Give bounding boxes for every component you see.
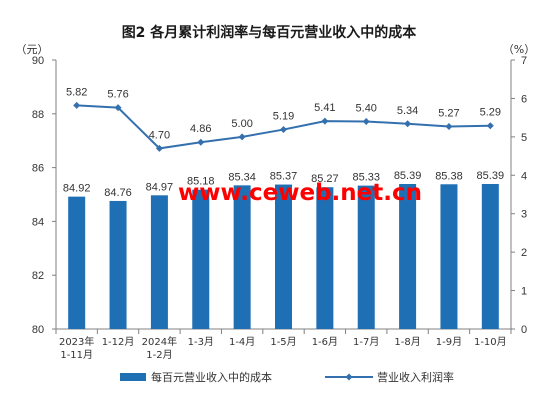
x-tick-label: 1-2月 [146, 349, 172, 361]
bar [233, 185, 251, 329]
left-axis-unit: （元） [16, 43, 49, 56]
x-tick-label: 1-12月 [102, 336, 135, 348]
legend: 每百元营业收入中的成本 营业收入利润率 [120, 370, 454, 384]
left-tick-label: 88 [32, 109, 44, 121]
line-point [445, 122, 453, 130]
bar-data-labels: 84.92 84.76 84.97 85.18 85.34 85.37 85.27 85.33… [63, 170, 504, 199]
chart-title: 图2 各月累计利润率与每百元营业收入中的成本 [122, 24, 418, 41]
bar-data-label: 85.39 [394, 170, 422, 182]
line-data-label: 5.27 [438, 107, 459, 119]
bar [440, 184, 458, 329]
bar-data-label: 85.33 [352, 172, 380, 184]
right-tick-label: 1 [521, 286, 527, 298]
bar-data-label: 85.38 [435, 170, 463, 182]
x-tick-label: 1-3月 [188, 336, 214, 348]
left-tick-label: 90 [32, 55, 44, 67]
bar-data-label: 84.76 [104, 187, 132, 199]
bar [275, 184, 292, 329]
right-tick-label: 6 [521, 93, 527, 105]
legend-bar-swatch [120, 373, 146, 381]
line-data-label: 5.00 [231, 118, 252, 130]
bar [316, 187, 334, 329]
line-point [321, 117, 329, 125]
x-tick-label: 1-6月 [312, 336, 338, 348]
right-axis-ticks: 0 1 2 3 4 5 6 7 [511, 55, 527, 336]
line-data-label: 5.40 [356, 102, 377, 114]
right-tick-label: 5 [521, 132, 527, 144]
legend-line-label: 营业收入利润率 [377, 370, 454, 384]
bar-data-label: 84.97 [146, 181, 174, 193]
x-tick-label: 1-4月 [229, 336, 255, 348]
left-tick-label: 84 [32, 216, 44, 228]
right-tick-label: 4 [521, 170, 527, 182]
legend-bar-label: 每百元营业收入中的成本 [151, 370, 272, 384]
right-axis-unit: （%） [503, 43, 535, 56]
line-data-label: 5.19 [273, 111, 294, 123]
bar [399, 184, 417, 329]
left-tick-label: 82 [32, 270, 44, 282]
line-point [114, 104, 122, 112]
x-tick-label: 2024年 [142, 335, 177, 348]
bar-series [68, 184, 499, 329]
right-tick-label: 7 [521, 55, 527, 67]
line-data-label: 5.29 [480, 107, 501, 119]
bar [357, 185, 375, 329]
right-tick-label: 0 [521, 324, 527, 336]
left-tick-label: 86 [32, 163, 44, 175]
bar-data-label: 85.39 [477, 170, 505, 182]
left-tick-label: 80 [32, 324, 44, 336]
bar [192, 189, 210, 329]
bar-data-label: 84.92 [63, 183, 91, 195]
bar [109, 200, 127, 329]
x-tick-label: 1-10月 [474, 336, 507, 348]
left-axis-ticks: 80 82 84 86 88 90 [32, 55, 56, 336]
right-tick-label: 3 [521, 209, 527, 221]
line-data-label: 5.41 [314, 102, 335, 114]
line-point [404, 120, 412, 128]
line-data-label: 5.82 [66, 86, 87, 98]
watermark-text: www.ceweb.net.cn [178, 180, 422, 206]
line-series [73, 101, 494, 152]
x-tick-label: 1-11月 [60, 349, 93, 361]
line-data-label: 4.70 [149, 129, 170, 141]
line-point [486, 122, 494, 130]
line-data-labels: 5.82 5.76 4.70 4.86 5.00 5.19 5.41 5.40 5.34 5.27… [66, 86, 501, 141]
line-point [155, 144, 163, 152]
line-data-label: 4.86 [190, 123, 211, 135]
x-tick-label: 1-8月 [394, 336, 420, 348]
right-tick-label: 2 [521, 247, 527, 259]
x-tick-label: 1-7月 [353, 336, 379, 348]
bar [481, 184, 499, 329]
bar [150, 195, 168, 329]
line-point [362, 117, 370, 125]
x-tick-label: 1-9月 [436, 336, 462, 348]
line-point [73, 101, 81, 109]
line-point [197, 138, 205, 146]
bar-data-label: 85.34 [228, 171, 256, 183]
bar [68, 196, 86, 329]
bar-data-label: 85.27 [311, 173, 339, 185]
line-point [280, 126, 287, 134]
bar-data-label: 85.37 [270, 171, 298, 183]
x-tick-label: 2023年 [59, 335, 94, 348]
legend-line-marker [345, 373, 353, 381]
line-point [238, 133, 246, 141]
line-data-label: 5.34 [397, 105, 418, 117]
bar-data-label: 85.18 [187, 176, 215, 188]
x-tick-label: 1-5月 [270, 336, 296, 348]
line-data-label: 5.76 [107, 89, 128, 101]
